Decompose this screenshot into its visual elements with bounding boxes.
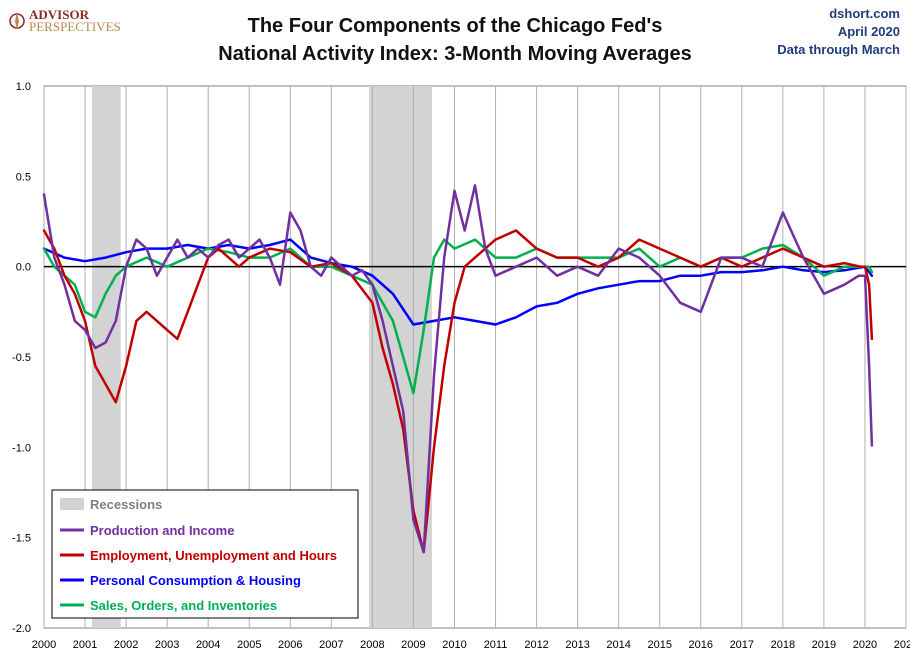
y-tick-label: 0.5 xyxy=(16,171,31,183)
x-tick-label: 2001 xyxy=(73,639,97,651)
x-tick-label: 2003 xyxy=(155,639,179,651)
legend-label-recessions: Recessions xyxy=(90,497,162,512)
x-tick-label: 2019 xyxy=(812,639,836,651)
legend-label-production: Production and Income xyxy=(90,523,234,538)
y-tick-label: 0.0 xyxy=(16,262,31,274)
x-tick-label: 2010 xyxy=(442,639,466,651)
x-tick-label: 2018 xyxy=(771,639,795,651)
x-tick-label: 2006 xyxy=(278,639,302,651)
chart-title-line-2: National Activity Index: 3-Month Moving … xyxy=(218,43,691,65)
x-tick-label: 2014 xyxy=(606,639,630,651)
x-tick-label: 2015 xyxy=(647,639,671,651)
x-tick-label: 2012 xyxy=(524,639,548,651)
x-tick-label: 2007 xyxy=(319,639,343,651)
legend-label-consumption: Personal Consumption & Housing xyxy=(90,573,301,588)
x-tick-label: 2011 xyxy=(484,639,508,651)
x-tick-label: 2000 xyxy=(32,639,56,651)
y-tick-label: -1.5 xyxy=(12,533,31,545)
logo-line-2: PERSPECTIVES xyxy=(29,19,121,34)
x-tick-label: 2009 xyxy=(401,639,425,651)
x-tick-label: 2004 xyxy=(196,639,220,651)
y-tick-label: 1.0 xyxy=(16,81,31,93)
y-axis-ticks: 1.0 0.5 0.0 -0.5 -1.0 -1.5 -2.0 xyxy=(12,81,31,635)
compass-needle-icon xyxy=(15,12,19,30)
legend-label-employment: Employment, Unemployment and Hours xyxy=(90,548,337,563)
x-tick-label: 2017 xyxy=(730,639,754,651)
x-tick-label: 2016 xyxy=(689,639,713,651)
x-tick-label: 2008 xyxy=(360,639,384,651)
source-note: Data through March xyxy=(777,42,900,57)
series-line-0 xyxy=(42,184,874,554)
legend: Recessions Production and Income Employm… xyxy=(51,489,359,619)
x-tick-label: 2021 xyxy=(894,639,910,651)
x-tick-label: 2002 xyxy=(114,639,138,651)
x-tick-label: 2005 xyxy=(237,639,261,651)
x-tick-label: 2020 xyxy=(853,639,877,651)
legend-box xyxy=(51,489,359,619)
y-tick-label: -2.0 xyxy=(12,623,31,635)
advisor-perspectives-logo: ADVISOR PERSPECTIVES xyxy=(9,7,121,34)
series-line-2 xyxy=(42,238,874,326)
source-date: April 2020 xyxy=(838,24,900,39)
series-lines xyxy=(42,184,874,554)
y-tick-label: -0.5 xyxy=(12,352,31,364)
y-tick-label: -1.0 xyxy=(12,442,31,454)
recession-band xyxy=(369,86,432,628)
x-axis-ticks: 2000 2001 2002 2003 2004 2005 2006 2007 2008 2009… xyxy=(32,639,910,651)
legend-label-sales: Sales, Orders, and Inventories xyxy=(90,598,277,613)
x-tick-label: 2013 xyxy=(565,639,589,651)
chart-title-line-1: The Four Components of the Chicago Fed's xyxy=(248,15,663,37)
logo-line-1: ADVISOR xyxy=(29,7,90,22)
legend-swatch-recessions xyxy=(60,498,84,510)
source-site: dshort.com xyxy=(829,6,900,21)
